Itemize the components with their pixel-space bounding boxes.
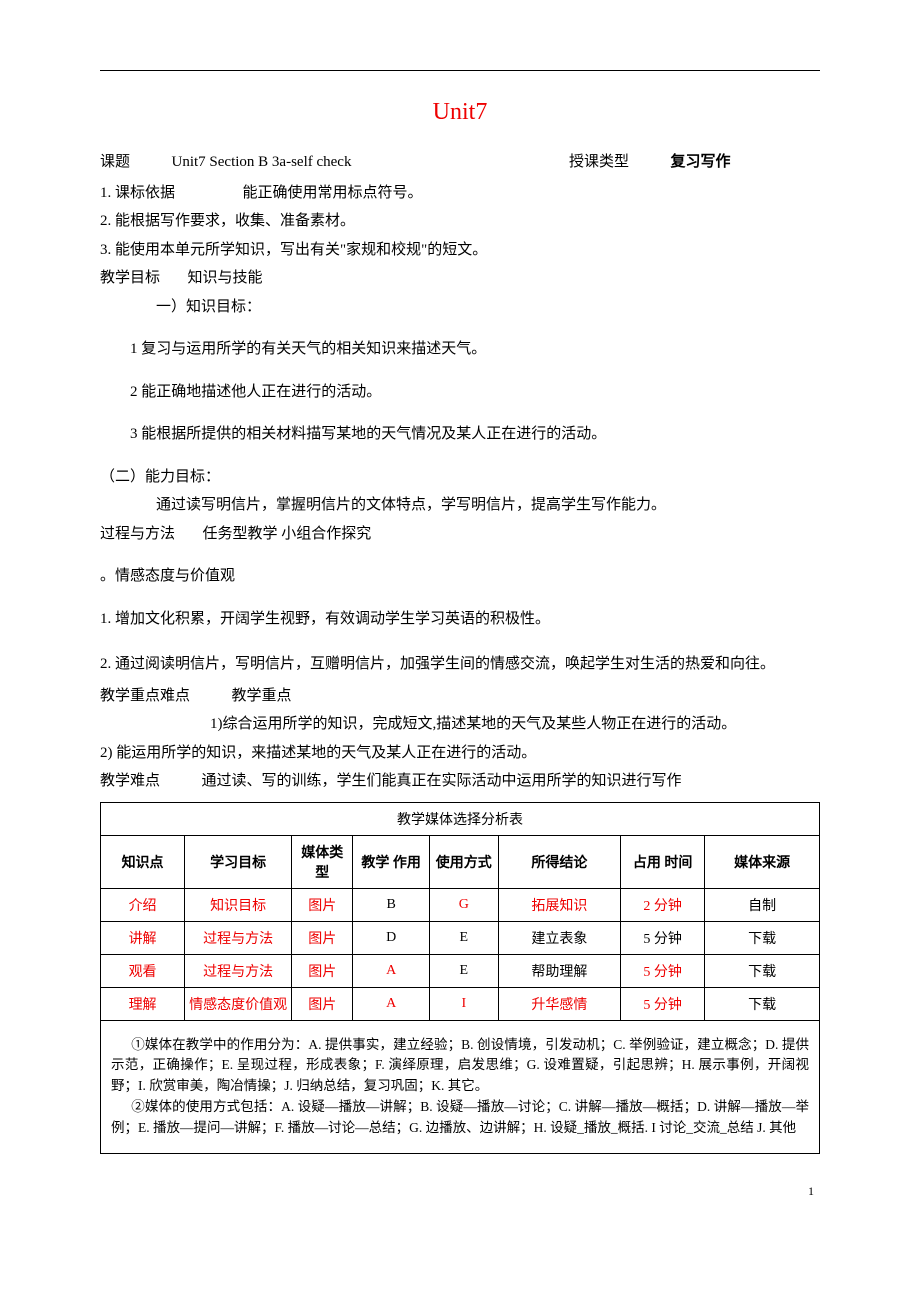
standards-3: 3. 能使用本单元所学知识，写出有关"家规和校规"的短文。 xyxy=(100,236,820,265)
media-table: 教学媒体选择分析表 知识点学习目标媒体类型教学 作用使用方式所得结论占用 时间媒… xyxy=(100,802,820,1155)
horizontal-rule xyxy=(100,70,820,71)
diff-body: 通过读、写的训练，学生们能真正在实际活动中运用所学的知识进行写作 xyxy=(202,773,682,789)
k2: 2 能正确地描述他人正在进行的活动。 xyxy=(100,378,820,407)
table-cell: 建立表象 xyxy=(498,921,620,954)
table-cell: 情感态度价值观 xyxy=(185,987,292,1020)
table-cell: 帮助理解 xyxy=(498,954,620,987)
table-cell: 自制 xyxy=(705,888,820,921)
goals-label: 教学目标 知识与技能 xyxy=(100,264,820,293)
table-footnote-row: ①媒体在教学中的作用分为：A. 提供事实，建立经验；B. 创设情境，引发动机；C… xyxy=(101,1020,820,1154)
table-cell: 图片 xyxy=(292,987,353,1020)
table-cell: 下载 xyxy=(705,954,820,987)
table-cell: 讲解 xyxy=(101,921,185,954)
table-cell: 拓展知识 xyxy=(498,888,620,921)
e2: 2. 通过阅读明信片，写明信片，互赠明信片，加强学生间的情感交流，唤起学生对生活… xyxy=(100,647,820,682)
diff-label: 教学难点 xyxy=(100,773,160,789)
focus-sub-label: 教学重点 xyxy=(232,688,292,704)
goals-label-txt: 教学目标 xyxy=(100,270,160,286)
ability-label: （二）能力目标： xyxy=(100,463,820,492)
table-header-cell: 知识点 xyxy=(101,835,185,888)
page-number: 1 xyxy=(100,1154,820,1199)
knowledge-label: 一）知识目标： xyxy=(100,293,820,322)
table-row: 讲解过程与方法图片DE建立表象5 分钟下载 xyxy=(101,921,820,954)
standards-1: 1. 课标依据 能正确使用常用标点符号。 xyxy=(100,179,820,208)
table-header-cell: 使用方式 xyxy=(429,835,498,888)
table-cell: 观看 xyxy=(101,954,185,987)
unit-title: Unit7 xyxy=(100,99,820,126)
table-header-cell: 所得结论 xyxy=(498,835,620,888)
standards-2: 2. 能根据写作要求，收集、准备素材。 xyxy=(100,207,820,236)
table-caption-row: 教学媒体选择分析表 xyxy=(101,802,820,835)
table-cell: 介绍 xyxy=(101,888,185,921)
focus-1: 1)综合运用所学的知识，完成短文,描述某地的天气及某些人物正在进行的活动。 xyxy=(100,710,820,739)
table-cell: 5 分钟 xyxy=(621,954,705,987)
table-caption: 教学媒体选择分析表 xyxy=(101,802,820,835)
difficulty-line: 教学难点 通过读、写的训练，学生们能真正在实际活动中运用所学的知识进行写作 xyxy=(100,767,820,796)
table-header-cell: 教学 作用 xyxy=(353,835,429,888)
topic-label: 课题 xyxy=(100,154,130,170)
goals-label2-txt: 知识与技能 xyxy=(188,270,263,286)
table-cell: A xyxy=(353,987,429,1020)
table-cell: 知识目标 xyxy=(185,888,292,921)
table-header-cell: 占用 时间 xyxy=(621,835,705,888)
table-cell: 图片 xyxy=(292,954,353,987)
table-cell: D xyxy=(353,921,429,954)
table-cell: E xyxy=(429,954,498,987)
k3: 3 能根据所提供的相关材料描写某地的天气情况及某人正在进行的活动。 xyxy=(100,420,820,449)
topic-value: Unit7 Section B 3a-self check xyxy=(172,154,352,170)
table-cell: 下载 xyxy=(705,987,820,1020)
table-header-cell: 学习目标 xyxy=(185,835,292,888)
table-cell: 下载 xyxy=(705,921,820,954)
table-cell: G xyxy=(429,888,498,921)
table-body: 介绍知识目标图片BG拓展知识2 分钟自制讲解过程与方法图片DE建立表象5 分钟下… xyxy=(101,888,820,1020)
table-cell: 5 分钟 xyxy=(621,921,705,954)
table-cell: B xyxy=(353,888,429,921)
table-cell: 图片 xyxy=(292,921,353,954)
s1-value: 能正确使用常用标点符号。 xyxy=(243,185,423,201)
table-cell: 2 分钟 xyxy=(621,888,705,921)
table-cell: A xyxy=(353,954,429,987)
process-body: 任务型教学 小组合作探究 xyxy=(203,526,372,542)
table-cell: E xyxy=(429,921,498,954)
k1: 1 复习与运用所学的有关天气的相关知识来描述天气。 xyxy=(100,335,820,364)
footnote-p1: ①媒体在教学中的作用分为：A. 提供事实，建立经验；B. 创设情境，引发动机；C… xyxy=(111,1035,809,1098)
table-cell: 过程与方法 xyxy=(185,921,292,954)
s1-label: 1. 课标依据 xyxy=(100,185,175,201)
ability-body: 通过读写明信片，掌握明信片的文体特点，学写明信片，提高学生写作能力。 xyxy=(100,491,820,520)
table-cell: 升华感情 xyxy=(498,987,620,1020)
page-container: Unit7 课题 Unit7 Section B 3a-self check 授… xyxy=(0,0,920,1229)
table-footnote-cell: ①媒体在教学中的作用分为：A. 提供事实，建立经验；B. 创设情境，引发动机；C… xyxy=(101,1020,820,1154)
class-type-value: 复习写作 xyxy=(670,154,730,170)
focus-label-line: 教学重点难点 教学重点 xyxy=(100,682,820,711)
focus-2: 2) 能运用所学的知识，来描述某地的天气及某人正在进行的活动。 xyxy=(100,739,820,768)
table-cell: 图片 xyxy=(292,888,353,921)
process-line: 过程与方法 任务型教学 小组合作探究 xyxy=(100,520,820,549)
table-cell: 过程与方法 xyxy=(185,954,292,987)
table-header-cell: 媒体类型 xyxy=(292,835,353,888)
table-header-cell: 媒体来源 xyxy=(705,835,820,888)
footnote-p2: ②媒体的使用方式包括：A. 设疑—播放—讲解；B. 设疑—播放—讨论；C. 讲解… xyxy=(111,1097,809,1139)
focus-label: 教学重点难点 xyxy=(100,688,190,704)
header-line-1: 课题 Unit7 Section B 3a-self check 授课类型 复习… xyxy=(100,148,820,177)
table-cell: I xyxy=(429,987,498,1020)
table-row: 介绍知识目标图片BG拓展知识2 分钟自制 xyxy=(101,888,820,921)
table-row: 理解情感态度价值观图片AI升华感情5 分钟下载 xyxy=(101,987,820,1020)
table-cell: 理解 xyxy=(101,987,185,1020)
emotion-label: 。情感态度与价值观 xyxy=(100,562,820,591)
table-cell: 5 分钟 xyxy=(621,987,705,1020)
e1: 1. 增加文化积累，开阔学生视野，有效调动学生学习英语的积极性。 xyxy=(100,605,820,634)
process-label: 过程与方法 xyxy=(100,526,175,542)
table-header-row: 知识点学习目标媒体类型教学 作用使用方式所得结论占用 时间媒体来源 xyxy=(101,835,820,888)
class-type-label: 授课类型 xyxy=(569,154,629,170)
table-row: 观看过程与方法图片AE帮助理解5 分钟下载 xyxy=(101,954,820,987)
